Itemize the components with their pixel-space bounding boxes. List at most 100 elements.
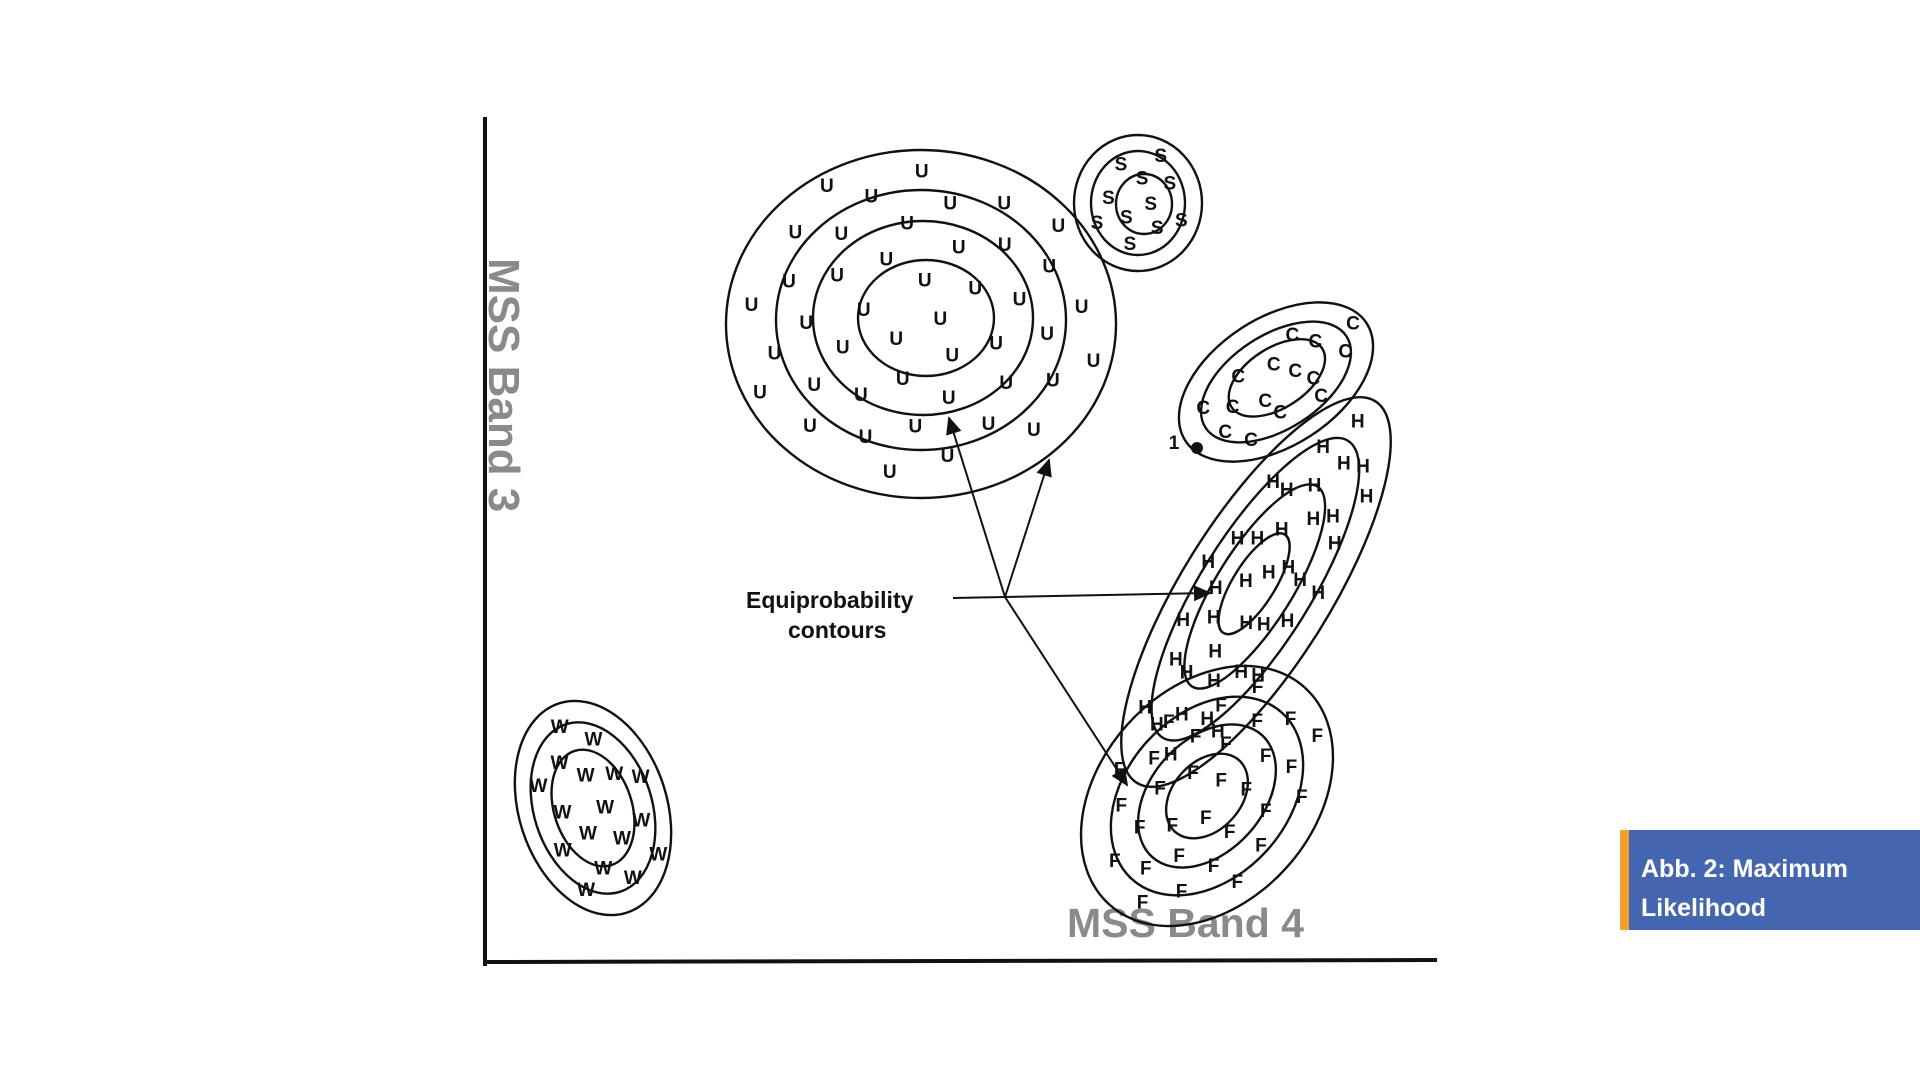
class-u-point: U: [997, 194, 1011, 215]
class-f-point: F: [1252, 677, 1264, 698]
annotation-pointers: [946, 416, 1212, 787]
w-contour-inner: [550, 748, 636, 868]
class-u-point: U: [943, 194, 957, 215]
class-h-point: H: [1200, 709, 1214, 730]
class-f-point: F: [1260, 801, 1272, 822]
class-u-point: U: [830, 266, 844, 287]
class-h-point: H: [1201, 552, 1215, 573]
outlier-dot: [1191, 442, 1203, 454]
w-contour-outer: [513, 699, 673, 917]
class-f-point: F: [1187, 763, 1199, 784]
class-u-point: U: [1075, 297, 1089, 318]
class-f-point: F: [1240, 779, 1252, 800]
class-u-point: U: [753, 383, 767, 404]
c-contour-2: [1199, 320, 1353, 444]
class-h-point: H: [1293, 570, 1307, 591]
f-contour-2: [1109, 695, 1305, 897]
class-f-point: F: [1173, 846, 1185, 867]
class-w-point: W: [649, 845, 667, 866]
class-c-point: C: [1286, 325, 1300, 346]
class-w-point: W: [554, 840, 572, 861]
class-c-point: C: [1309, 332, 1323, 353]
class-h-point: H: [1280, 480, 1294, 501]
class-c-point: C: [1338, 342, 1352, 363]
x-axis-label: MSS Band 4: [1067, 900, 1304, 946]
class-c-point: C: [1231, 367, 1245, 388]
s-contour-inner: [1114, 172, 1174, 236]
class-u-point: U: [889, 329, 903, 350]
s-contour-outer: [1072, 133, 1204, 273]
class-u-point: U: [1087, 351, 1101, 372]
class-h-point: H: [1180, 663, 1194, 684]
class-h-point: H: [1175, 705, 1189, 726]
class-h-point: H: [1211, 722, 1225, 743]
class-u-point: U: [1046, 371, 1060, 392]
class-u-point: U: [968, 278, 982, 299]
class-u-point: U: [915, 162, 929, 183]
class-h-point: H: [1251, 529, 1265, 550]
cluster-h-contours: [1120, 396, 1392, 788]
class-f-point: F: [1154, 778, 1166, 799]
class-w-point: W: [605, 764, 623, 785]
class-f-point: F: [1190, 726, 1202, 747]
h-contour-3: [1183, 483, 1327, 690]
class-f-point: F: [1166, 816, 1178, 837]
class-u-point: U: [934, 309, 948, 330]
class-f-point: F: [1311, 726, 1323, 747]
class-f-point: F: [1109, 851, 1121, 872]
class-w-point: W: [551, 753, 569, 774]
h-contour-inner: [1217, 532, 1291, 636]
class-h-point: H: [1262, 563, 1276, 584]
class-f-point: F: [1285, 709, 1297, 730]
class-f-point: F: [1231, 872, 1243, 893]
class-s-point: S: [1091, 213, 1104, 234]
class-s-point: S: [1144, 194, 1157, 215]
class-f-point: F: [1296, 787, 1308, 808]
class-w-point: W: [596, 798, 614, 819]
class-c-point: C: [1218, 422, 1232, 443]
class-h-point: H: [1316, 437, 1330, 458]
class-f-point: F: [1200, 808, 1212, 829]
class-h-point: H: [1282, 558, 1296, 579]
class-u-point: U: [857, 300, 871, 321]
class-f-point: F: [1114, 759, 1126, 780]
class-s-point: S: [1124, 234, 1137, 255]
caption-box: Abb. 2: Maximum Likelihood: [1620, 830, 1920, 930]
cluster-s-contours: [1072, 133, 1204, 273]
class-u-point: U: [1027, 420, 1041, 441]
class-h-point: H: [1356, 457, 1370, 478]
class-u-point: U: [896, 369, 910, 390]
cluster-u-points: UUUUUUUUUUUUUUUUUUUUUUUUUUUUUUUUUUUUUUUU…: [745, 162, 1101, 483]
class-h-point: H: [1209, 578, 1223, 599]
u-contour-3: [811, 219, 1035, 417]
pointer-to-f: [1004, 596, 1129, 787]
class-w-point: W: [577, 766, 595, 787]
h-contour-2: [1150, 436, 1361, 742]
cluster-u-contours: [724, 148, 1118, 500]
class-h-point: H: [1207, 607, 1221, 628]
class-f-point: F: [1260, 746, 1272, 767]
class-w-point: W: [530, 776, 548, 797]
u-contour-inner: [856, 258, 996, 378]
class-h-point: H: [1360, 487, 1374, 508]
class-u-point: U: [854, 385, 868, 406]
class-h-point: H: [1266, 472, 1280, 493]
class-h-point: H: [1275, 520, 1289, 541]
class-h-point: H: [1328, 533, 1342, 554]
class-h-point: H: [1251, 666, 1265, 687]
class-c-point: C: [1226, 397, 1240, 418]
class-f-point: F: [1220, 734, 1232, 755]
class-u-point: U: [1052, 216, 1066, 237]
cluster-f-contours: [1079, 664, 1335, 928]
class-f-point: F: [1148, 749, 1160, 770]
class-f-point: F: [1224, 822, 1236, 843]
class-h-point: H: [1307, 509, 1321, 530]
class-f-point: F: [1163, 712, 1175, 733]
class-f-point: F: [1134, 817, 1146, 838]
class-f-point: F: [1115, 796, 1127, 817]
class-s-point: S: [1120, 208, 1133, 229]
